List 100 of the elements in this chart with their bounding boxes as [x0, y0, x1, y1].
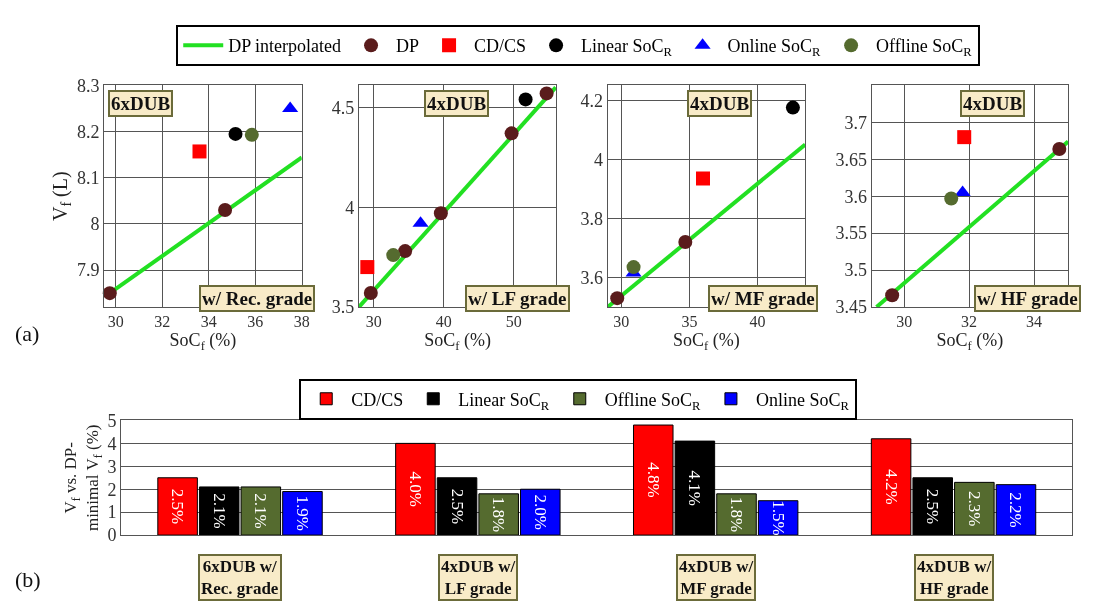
data-label: 1.5% [768, 500, 788, 536]
annotation: w/ Rec. grade [202, 288, 313, 309]
point [539, 86, 554, 101]
data-label: 2.1% [251, 493, 271, 529]
legend-label: Online SoC$_{R}$ [727, 36, 822, 60]
point [610, 291, 625, 306]
text: (a) [15, 321, 40, 346]
x-axis-title: SoC$_{f}$ (%) [673, 330, 740, 353]
x-axis-title: SoC$_{f}$ (%) [424, 330, 492, 353]
x-tick-label: 50 [505, 313, 522, 331]
data-label: 4.2% [881, 469, 901, 505]
x-tick-label: 30 [613, 313, 630, 331]
data-label: 4.1% [685, 470, 705, 506]
point [626, 260, 641, 275]
data-label: 2.0% [530, 494, 550, 530]
point [102, 286, 117, 301]
x-tick-label: 4xDUB w/ HF grade [917, 557, 992, 599]
point [696, 171, 711, 186]
point [192, 144, 207, 159]
y-tick-label: 4 [107, 433, 117, 454]
annotation: 4xDUB [427, 93, 487, 114]
x-tick-label: 4xDUB w/ MF grade [679, 557, 754, 599]
x-tick-label: 34 [1026, 313, 1043, 331]
y-tick-label: 3.45 [835, 297, 868, 318]
point [360, 260, 375, 275]
data-label: 2.3% [964, 491, 984, 527]
y-tick-label: 8.1 [77, 168, 100, 189]
point [398, 244, 413, 259]
legend-label: CD/CS [474, 36, 527, 57]
data-label: 4.8% [643, 462, 663, 498]
y-tick-label: 5 [107, 410, 117, 431]
x-tick-label: 4xDUB w/ LF grade [441, 557, 516, 599]
text: (b) [15, 567, 41, 592]
x-tick-label: 36 [247, 313, 264, 331]
y-tick-label: 4 [345, 197, 355, 218]
y-tick-label: 7.9 [77, 260, 100, 281]
x-tick-label: 30 [896, 313, 913, 331]
legend-label: Offline SoC$_{R}$ [876, 36, 973, 60]
y-tick-label: 3.8 [580, 208, 604, 229]
y-tick-label: 3.5 [331, 297, 355, 318]
y-tick-label: 8 [90, 214, 100, 235]
point [885, 288, 900, 303]
y-tick-label: 3.7 [844, 112, 868, 133]
y-tick-label: 3 [107, 456, 117, 477]
point [433, 206, 448, 221]
point [518, 92, 533, 107]
legend-label: Linear SoC$_{R}$ [581, 36, 673, 60]
point [228, 126, 243, 141]
legend-label: DP [396, 36, 420, 57]
x-tick-label: 32 [154, 313, 171, 331]
point [944, 191, 959, 206]
legend-label: Linear SoC$_{R}$ [458, 389, 550, 413]
point [957, 130, 972, 145]
y-tick-label: 3.5 [844, 260, 868, 281]
annotation: w/ LF grade [468, 288, 567, 309]
legend-label: CD/CS [351, 389, 404, 410]
annotation: w/ HF grade [977, 288, 1078, 309]
point [363, 286, 378, 301]
data-label: 2.1% [209, 493, 229, 529]
y-tick-label: 2 [107, 479, 117, 500]
y-tick-label: 3.65 [835, 149, 868, 170]
x-tick-label: 30 [365, 313, 382, 331]
y-tick-label: 3.6 [844, 186, 868, 207]
legend-label: Offline SoC$_{R}$ [604, 389, 701, 413]
y-tick-label: 8.3 [77, 75, 100, 96]
annotation: 4xDUB [690, 93, 750, 114]
y-tick-label: 0 [107, 525, 117, 546]
y-tick-label: 4.5 [331, 97, 355, 118]
annotation: 4xDUB [963, 93, 1023, 114]
x-tick-label: 40 [435, 313, 452, 331]
data-label: 1.9% [292, 495, 312, 532]
annotation: 6xDUB [111, 93, 171, 114]
x-tick-label: 6xDUB w/ Rec. grade [201, 557, 279, 599]
data-label: 4.0% [405, 471, 425, 507]
point [218, 203, 233, 218]
data-label: 1.8% [489, 496, 509, 533]
point [785, 100, 800, 115]
y-tick-label: 4.2 [580, 90, 604, 111]
annotation: w/ MF grade [711, 288, 815, 309]
data-label: 2.5% [168, 488, 188, 525]
y-tick-label: 1 [107, 502, 117, 523]
data-label: 1.8% [727, 496, 747, 533]
point [244, 127, 259, 142]
data-label: 2.5% [923, 488, 943, 525]
data-label: 2.5% [447, 488, 467, 525]
point [1052, 141, 1067, 156]
y-tick-label: 3.55 [835, 223, 868, 244]
x-tick-label: 35 [681, 313, 698, 331]
legend-label: DP interpolated [228, 36, 342, 57]
x-axis-title: SoC$_{f}$ (%) [936, 330, 1004, 353]
point [386, 248, 401, 263]
legend-label: Online SoC$_{R}$ [755, 389, 850, 413]
x-tick-label: 40 [749, 313, 766, 331]
y-tick-label: 4 [594, 149, 604, 170]
y-tick-label: 8.2 [77, 121, 100, 142]
point [282, 101, 299, 113]
x-tick-label: 30 [107, 313, 124, 331]
y-tick-label: 3.6 [580, 267, 604, 288]
point [504, 126, 519, 141]
data-label: 2.2% [1006, 492, 1026, 528]
